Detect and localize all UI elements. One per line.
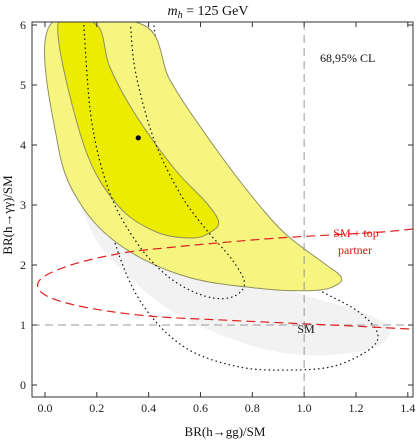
sm-top-partner-label-line2: partner <box>338 243 372 257</box>
sm-top-partner-label-line1: SM + top <box>333 226 378 240</box>
y-tick-label: 0 <box>20 378 26 392</box>
y-tick-label: 3 <box>20 198 26 212</box>
plot-regions <box>32 22 413 397</box>
y-axis-label: BR(h→γγ)/SM <box>0 175 15 255</box>
chart-title: mh = 125 GeV <box>168 4 249 21</box>
y-tick-label: 1 <box>20 318 26 332</box>
dotted-contour-outer <box>90 24 379 371</box>
y-tick-label: 5 <box>20 78 26 92</box>
best-fit-point <box>135 135 141 141</box>
x-axis-label: BR(h→gg)/SM <box>185 424 266 439</box>
confidence-level-label: 68,95% CL <box>320 51 375 65</box>
dotted-contour-inner <box>83 24 246 300</box>
x-tick-label: 1.4 <box>400 401 415 415</box>
y-tick-label: 4 <box>20 138 26 152</box>
sm-point-label: SM <box>297 322 315 336</box>
sm-top-partner-curve <box>37 228 413 330</box>
y-tick-label: 6 <box>20 18 26 32</box>
y-tick-label: 2 <box>20 258 26 272</box>
x-tick-label: 0.6 <box>193 401 208 415</box>
axis-ticks: 0.0 0.2 0.4 0.6 0.8 1.0 1.2 1.4 0 1 2 3 4 5 6 <box>20 18 415 415</box>
x-tick-label: 1.0 <box>297 401 312 415</box>
x-tick-label: 0.0 <box>37 401 52 415</box>
x-tick-label: 1.2 <box>348 401 363 415</box>
x-tick-label: 0.4 <box>141 401 156 415</box>
x-tick-label: 0.2 <box>89 401 104 415</box>
x-tick-label: 0.8 <box>245 401 260 415</box>
inner-yellow-region <box>57 22 220 239</box>
plot-frame <box>31 21 414 398</box>
